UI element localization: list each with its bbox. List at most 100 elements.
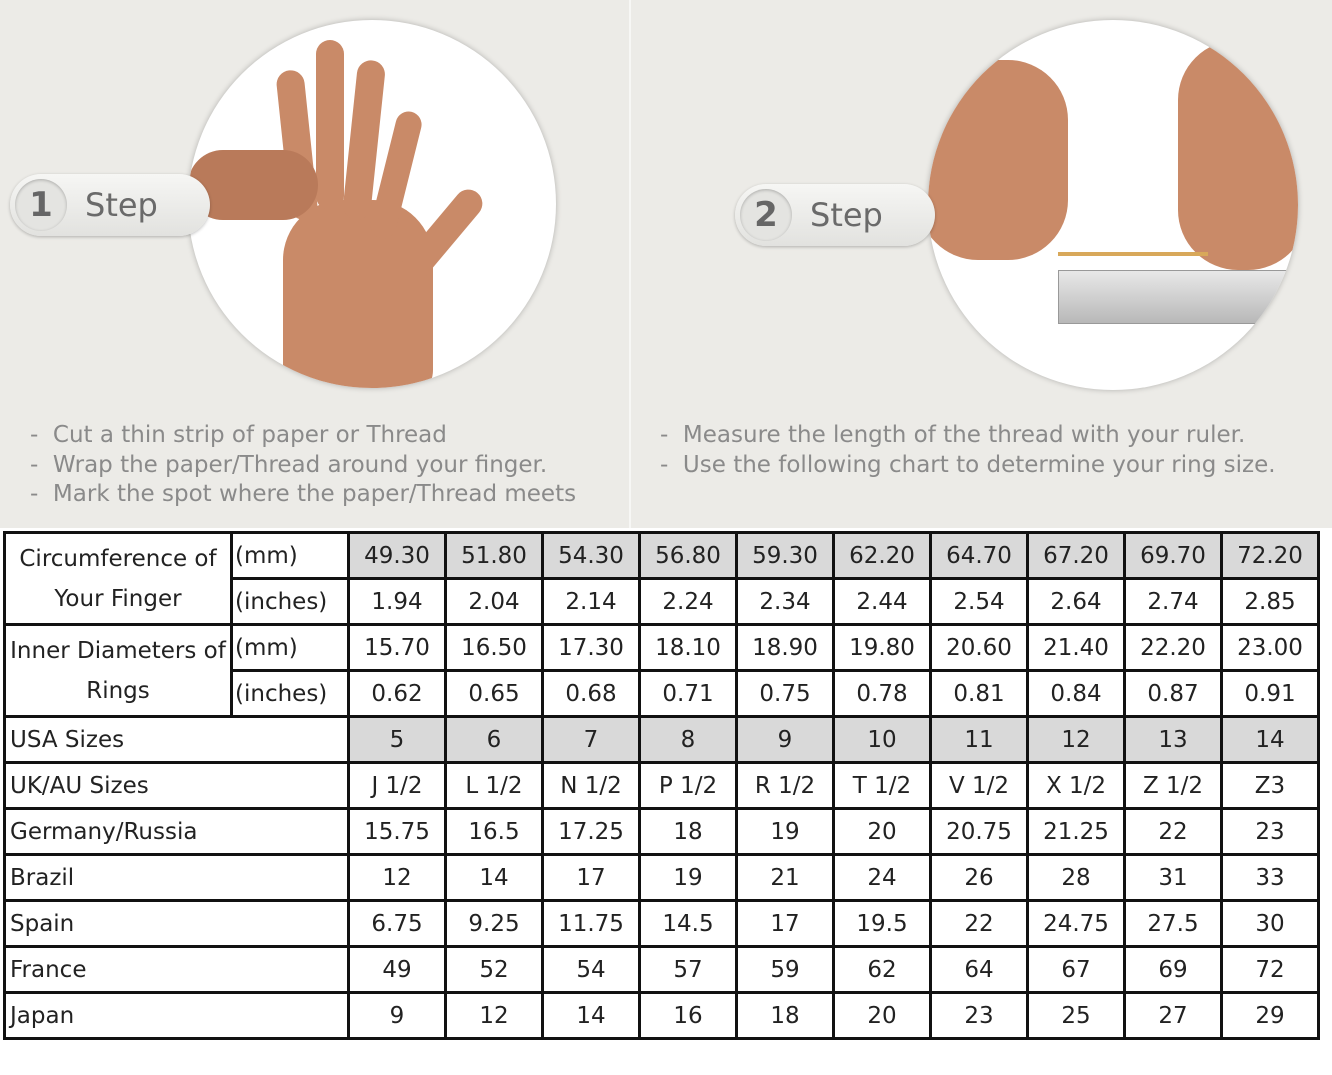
size-value: 20 <box>832 807 932 856</box>
size-value: 26 <box>929 853 1029 902</box>
size-value: 12 <box>347 853 447 902</box>
size-value: 2.54 <box>929 577 1029 626</box>
size-value: 0.71 <box>638 669 738 718</box>
size-value: 57 <box>638 945 738 994</box>
step-label: Step <box>85 186 158 224</box>
size-value: 2.34 <box>735 577 835 626</box>
size-value: 24.75 <box>1026 899 1126 948</box>
size-value: 67 <box>1026 945 1126 994</box>
size-value: 49 <box>347 945 447 994</box>
size-value: J 1/2 <box>347 761 447 810</box>
row-label: UK/AU Sizes <box>3 761 350 810</box>
size-value: 0.78 <box>832 669 932 718</box>
size-value: 21.25 <box>1026 807 1126 856</box>
size-value: L 1/2 <box>444 761 544 810</box>
row-label: France <box>3 945 350 994</box>
size-value: 23.00 <box>1220 623 1320 672</box>
size-value: 17 <box>735 899 835 948</box>
table-row: (inches) 0.62 0.65 0.68 0.71 0.75 0.78 0.81 0.84… <box>5 669 1320 718</box>
size-value: 9 <box>347 991 447 1040</box>
step-2-instructions: Measure the length of the thread with yo… <box>660 421 1276 480</box>
table-row: Japan 9 12 14 16 18 20 23 25 27 29 <box>3 991 1320 1040</box>
size-value: Z 1/2 <box>1123 761 1223 810</box>
size-value: 64 <box>929 945 1029 994</box>
table-row: UK/AU Sizes J 1/2 L 1/2 N 1/2 P 1/2 R 1/2 T 1/… <box>3 761 1320 810</box>
size-value: 27 <box>1123 991 1223 1040</box>
size-value: 30 <box>1220 899 1320 948</box>
size-value: 72 <box>1220 945 1320 994</box>
size-value: 15.75 <box>347 807 447 856</box>
size-value: 29 <box>1220 991 1320 1040</box>
size-value: 17.25 <box>541 807 641 856</box>
step-2-badge: 2 Step <box>735 184 935 246</box>
step-number: 2 <box>740 189 792 241</box>
size-value: 23 <box>929 991 1029 1040</box>
size-value: 16 <box>638 991 738 1040</box>
size-value: 72.20 <box>1220 531 1320 580</box>
size-value: 31 <box>1123 853 1223 902</box>
row-label: Spain <box>3 899 350 948</box>
size-value: 18 <box>638 807 738 856</box>
size-value: 19 <box>735 807 835 856</box>
size-value: 69 <box>1123 945 1223 994</box>
size-value: 51.80 <box>444 531 544 580</box>
size-value: 12 <box>1026 715 1126 764</box>
size-value: 52 <box>444 945 544 994</box>
size-value: 14 <box>541 991 641 1040</box>
size-value: 22.20 <box>1123 623 1223 672</box>
step-label: Step <box>810 196 883 234</box>
size-value: 19.80 <box>832 623 932 672</box>
size-value: 0.81 <box>929 669 1029 718</box>
table-row: (inches) 1.94 2.04 2.14 2.24 2.34 2.44 2.54 2.64… <box>5 577 1320 626</box>
size-value: 2.14 <box>541 577 641 626</box>
divider <box>629 0 631 528</box>
size-value: 9.25 <box>444 899 544 948</box>
row-label: Japan <box>3 991 350 1040</box>
size-value: 69.70 <box>1123 531 1223 580</box>
size-value: 0.91 <box>1220 669 1320 718</box>
hand-measuring-finger-image <box>188 20 556 388</box>
instruction-item: Use the following chart to determine you… <box>660 451 1276 481</box>
step-number: 1 <box>15 179 67 231</box>
size-value: 67.20 <box>1026 531 1126 580</box>
size-value: 56.80 <box>638 531 738 580</box>
size-value: 22 <box>929 899 1029 948</box>
row-label: Germany/Russia <box>3 807 350 856</box>
row-label: USA Sizes <box>3 715 350 764</box>
instruction-item: Cut a thin strip of paper or Thread <box>30 421 576 451</box>
size-value: 14 <box>1220 715 1320 764</box>
size-value: 27.5 <box>1123 899 1223 948</box>
step-1-badge: 1 Step <box>10 174 210 236</box>
size-value: 21 <box>735 853 835 902</box>
table-row: Circumference of Your Finger (mm) 49.30 51.… <box>3 531 1320 626</box>
size-value: 6 <box>444 715 544 764</box>
size-value: 0.68 <box>541 669 641 718</box>
size-value: 0.62 <box>347 669 447 718</box>
size-value: X 1/2 <box>1026 761 1126 810</box>
size-value: 13 <box>1123 715 1223 764</box>
size-value: R 1/2 <box>735 761 835 810</box>
size-value: 0.65 <box>444 669 544 718</box>
size-value: 21.40 <box>1026 623 1126 672</box>
size-value: 2.24 <box>638 577 738 626</box>
size-value: 17.30 <box>541 623 641 672</box>
thread-and-ruler-image <box>928 20 1298 390</box>
size-value: 33 <box>1220 853 1320 902</box>
size-value: 18 <box>735 991 835 1040</box>
size-value: 20.75 <box>929 807 1029 856</box>
size-value: 28 <box>1026 853 1126 902</box>
size-value: 62 <box>832 945 932 994</box>
size-value: V 1/2 <box>929 761 1029 810</box>
size-value: 11.75 <box>541 899 641 948</box>
size-value: 14 <box>444 853 544 902</box>
size-value: T 1/2 <box>832 761 932 810</box>
instructions-panel: 1 Step 2 Step Cut a thin strip of paper … <box>0 0 1332 528</box>
row-group-label: Inner Diameters of Rings <box>3 623 233 718</box>
table-row: Spain 6.75 9.25 11.75 14.5 17 19.5 22 24.75 27.5 3… <box>3 899 1320 948</box>
size-value: 20.60 <box>929 623 1029 672</box>
size-value: 7 <box>541 715 641 764</box>
table-row: Germany/Russia 15.75 16.5 17.25 18 19 20 20.75 2… <box>3 807 1320 856</box>
instruction-item: Measure the length of the thread with yo… <box>660 421 1276 451</box>
unit-label: (inches) <box>230 669 350 718</box>
unit-label: (inches) <box>230 577 350 626</box>
